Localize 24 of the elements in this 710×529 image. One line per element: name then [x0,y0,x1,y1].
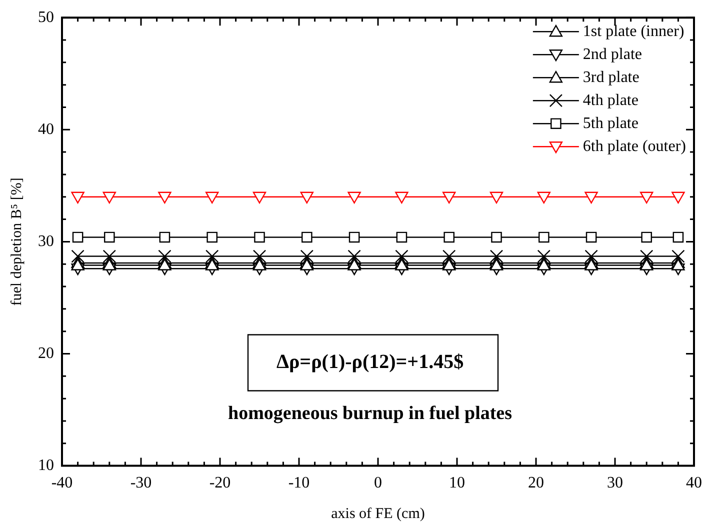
annotation: Δρ=ρ(1)-ρ(12)=+1.45$ [276,350,464,373]
annotation: homogeneous burnup in fuel plates [228,403,512,424]
x-tick-label: -30 [130,474,152,492]
y-tick-label: 30 [38,232,54,250]
x-tick-label: -40 [51,474,73,492]
y-tick-label: 10 [38,457,54,474]
x-tick-label: -20 [209,474,231,492]
y-tick-label: 50 [38,8,54,26]
legend-label: 3rd plate [582,68,640,86]
x-tick-label: 10 [449,474,465,492]
legend-label: 2nd plate [582,46,642,63]
legend-label: 5th plate [582,114,638,132]
x-tick-label: 40 [686,474,702,492]
legend-label: 1st plate (inner) [582,22,684,40]
x-tick-label: -10 [288,474,310,492]
legend-label: 4th plate [582,92,638,109]
x-tick-label: 20 [528,474,544,492]
y-tick-label: 40 [38,120,54,138]
y-axis-title: fuel depletion B⁵ [%] [8,178,25,306]
x-tick-label: 0 [374,474,382,492]
y-tick-label: 20 [38,344,54,362]
x-tick-label: 30 [607,474,623,492]
x-axis-title: axis of FE (cm) [331,506,425,522]
legend-label: 6th plate (outer) [582,138,686,155]
